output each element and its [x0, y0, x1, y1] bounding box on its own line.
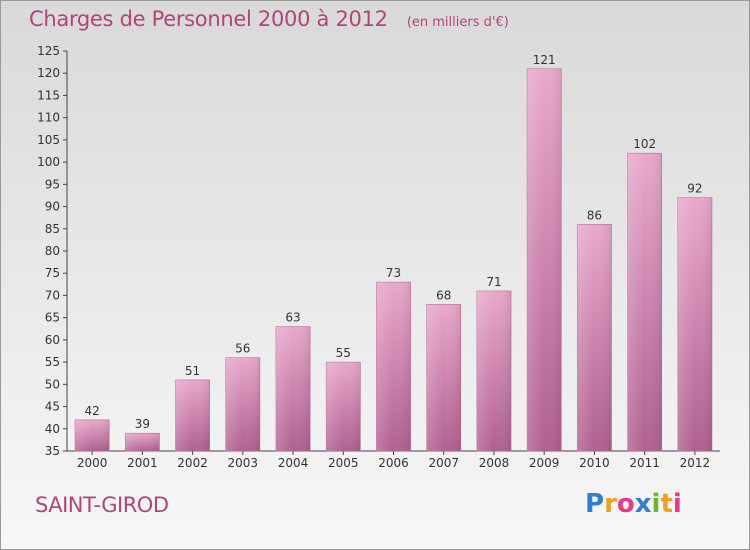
x-tick-label: 2012 — [680, 456, 711, 470]
commune-name: SAINT-GIROD — [35, 493, 169, 517]
data-label: 42 — [84, 404, 99, 418]
logo-letter: x — [634, 489, 652, 519]
data-label: 56 — [235, 342, 250, 356]
data-label: 102 — [633, 137, 656, 151]
y-tick-label: 125 — [37, 44, 60, 58]
x-tick-label: 2001 — [127, 456, 158, 470]
x-tick-label: 2004 — [278, 456, 309, 470]
y-tick-label: 115 — [37, 88, 60, 102]
bar-shine — [527, 68, 562, 452]
y-tick-label: 85 — [45, 222, 60, 236]
bar-shine — [677, 197, 712, 451]
chart-title: Charges de Personnel 2000 à 2012 — [29, 7, 388, 31]
bar-shine — [175, 379, 210, 451]
y-tick-label: 40 — [45, 422, 60, 436]
x-tick-label: 2010 — [579, 456, 610, 470]
data-label: 86 — [587, 208, 602, 222]
y-tick-label: 90 — [45, 200, 60, 214]
data-label: 71 — [486, 275, 501, 289]
bar-shine — [326, 362, 361, 451]
data-label: 121 — [533, 53, 556, 67]
y-tick-label: 70 — [45, 288, 60, 302]
logo-letter: o — [616, 489, 635, 519]
data-label: 68 — [436, 288, 451, 302]
value-labels: 42 39 51 56 63 55 73 68 71 121 86 102 92 — [84, 53, 702, 431]
y-tick-label: 35 — [45, 444, 60, 458]
bar-shine — [275, 326, 311, 451]
logo-letter: i — [651, 489, 661, 519]
bar-shine — [376, 282, 411, 451]
x-tick-label: 2000 — [77, 456, 108, 470]
data-label: 51 — [185, 364, 200, 378]
logo-letter: i — [672, 489, 682, 519]
y-tick-label: 75 — [45, 266, 60, 280]
data-label: 39 — [135, 417, 150, 431]
bar-shine — [225, 357, 260, 451]
x-tick-label: 2002 — [177, 456, 208, 470]
data-label: 55 — [336, 346, 351, 360]
y-tick-label: 45 — [45, 400, 60, 414]
bar-shine — [426, 304, 461, 451]
logo-letter: t — [660, 489, 673, 519]
y-tick-label: 100 — [37, 155, 60, 169]
bar-shine — [476, 291, 512, 451]
bar-shine — [75, 419, 110, 451]
y-tick-label: 60 — [45, 333, 60, 347]
proxiti-logo: Proxiti — [585, 489, 682, 519]
data-label: 73 — [386, 266, 401, 280]
bar-shine — [577, 224, 612, 451]
x-tick-label: 2003 — [228, 456, 259, 470]
chart-unit: (en milliers d'€) — [406, 15, 509, 30]
logo-letter: P — [585, 489, 605, 519]
x-tick-label: 2008 — [479, 456, 510, 470]
x-tick-label: 2009 — [529, 456, 560, 470]
y-tick-label: 105 — [37, 133, 60, 147]
logo-letter: r — [604, 489, 617, 519]
x-tick-label: 2007 — [428, 456, 459, 470]
y-tick-label: 110 — [37, 111, 60, 125]
y-tick-label: 50 — [45, 377, 60, 391]
title-row: Charges de Personnel 2000 à 2012 (en mil… — [29, 7, 509, 31]
bar-shine — [627, 153, 662, 451]
y-tick-label: 65 — [45, 311, 60, 325]
bars — [74, 68, 713, 452]
bar-shine — [125, 433, 160, 451]
x-tick-label: 2011 — [629, 456, 660, 470]
y-tick-label: 120 — [37, 66, 60, 80]
y-tick-label: 80 — [45, 244, 60, 258]
axes: 35 40 45 50 55 60 65 70 75 80 85 90 95 100 105 110 115 12… — [37, 44, 720, 470]
x-tick-label: 2005 — [328, 456, 359, 470]
y-tick-label: 55 — [45, 355, 60, 369]
x-tick-label: 2006 — [378, 456, 409, 470]
data-label: 63 — [285, 311, 300, 325]
y-tick-label: 95 — [45, 177, 60, 191]
data-label: 92 — [687, 182, 702, 196]
